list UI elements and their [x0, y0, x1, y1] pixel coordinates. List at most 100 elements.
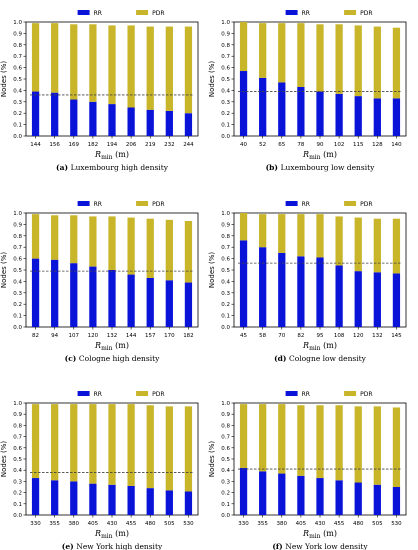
bar-pdr	[239, 404, 248, 468]
bar-rr	[89, 101, 97, 136]
y-tick-label: 0.0	[221, 134, 230, 140]
bar-pdr	[297, 23, 305, 87]
bar-rr	[31, 478, 40, 515]
bar-rr	[146, 109, 154, 136]
x-tick-label: 120	[353, 333, 364, 339]
x-tick-label: 455	[126, 521, 137, 527]
bar-rr	[127, 107, 135, 136]
bar-rr	[51, 480, 59, 515]
x-tick-label: 58	[259, 333, 266, 339]
bar-pdr	[354, 217, 362, 272]
bar-pdr	[259, 214, 267, 248]
y-tick-label: 0.7	[13, 54, 22, 60]
bar-pdr	[108, 404, 116, 485]
panel-caption: (a) Luxembourg high density	[56, 163, 169, 172]
bar-rr	[146, 488, 154, 515]
bar-pdr	[316, 24, 324, 92]
bar-rr	[127, 485, 135, 515]
y-tick-label: 0.4	[13, 468, 22, 474]
y-tick-label: 0.0	[221, 513, 230, 519]
x-tick-label: 82	[297, 333, 304, 339]
bar-rr	[108, 484, 116, 515]
bar-pdr	[108, 216, 116, 270]
y-tick-label: 0.4	[221, 88, 230, 94]
bar-rr	[297, 86, 305, 136]
y-axis-label: Nodes (%)	[0, 252, 8, 289]
bar-pdr	[70, 215, 78, 264]
bar-pdr	[392, 218, 401, 274]
y-tick-label: 0.9	[221, 31, 230, 37]
bar-pdr	[51, 404, 59, 481]
bar-rr	[278, 473, 286, 515]
x-tick-label: 78	[297, 142, 304, 148]
bar-pdr	[146, 405, 154, 489]
x-tick-label: 505	[164, 521, 175, 527]
bar-pdr	[373, 26, 381, 99]
legend-swatch-rr	[285, 391, 298, 396]
legend-label-rr: RR	[302, 391, 310, 398]
bar-rr	[89, 483, 97, 515]
x-tick-label: 380	[277, 521, 288, 527]
bar-rr	[259, 247, 267, 327]
bar-rr	[373, 272, 381, 327]
bar-pdr	[108, 25, 116, 105]
bar-pdr	[239, 213, 248, 241]
bar-pdr	[89, 24, 97, 102]
y-tick-label: 0.6	[221, 446, 230, 452]
bar-pdr	[51, 23, 59, 93]
legend-swatch-rr	[77, 201, 90, 206]
x-tick-label: 70	[278, 333, 285, 339]
y-tick-label: 0.5	[221, 457, 230, 463]
bar-pdr	[127, 25, 135, 108]
chart-panel-3: 0.0 0.1 0.2 0.3 0.4 0.5 0.6 0.7 0.8 0.9 1.0 Nodes (…	[0, 201, 199, 363]
y-tick-label: 0.8	[221, 234, 230, 240]
bar-pdr	[165, 26, 173, 111]
x-tick-label: 157	[145, 333, 156, 339]
bar-rr	[184, 113, 193, 136]
bar-rr	[184, 491, 193, 515]
chart-panel-4: 0.0 0.1 0.2 0.3 0.4 0.5 0.6 0.7 0.8 0.9 1.0 Nodes (…	[208, 201, 407, 363]
y-tick-label: 0.8	[221, 423, 230, 429]
bar-pdr	[392, 407, 401, 487]
y-tick-label: 0.7	[13, 245, 22, 251]
legend-swatch-rr	[285, 10, 298, 15]
bar-rr	[51, 92, 59, 136]
x-tick-label: 108	[334, 333, 345, 339]
bar-pdr	[51, 215, 59, 260]
bar-pdr	[278, 214, 286, 253]
bar-rr	[108, 270, 116, 327]
legend-label-rr: RR	[302, 201, 310, 208]
x-tick-label: 132	[372, 333, 383, 339]
bar-rr	[31, 91, 40, 136]
y-tick-label: 0.5	[221, 77, 230, 83]
bar-pdr	[31, 214, 40, 259]
bar-pdr	[146, 26, 154, 110]
y-tick-label: 0.0	[221, 325, 230, 331]
bar-pdr	[70, 404, 78, 482]
x-tick-label: 65	[278, 142, 285, 148]
y-tick-label: 0.2	[221, 302, 230, 308]
bar-rr	[70, 481, 78, 515]
x-tick-label: 380	[69, 521, 80, 527]
bar-rr	[89, 266, 97, 327]
bar-rr	[354, 271, 362, 327]
bar-rr	[70, 99, 78, 136]
y-tick-label: 0.7	[221, 245, 230, 251]
x-axis-label: Rmin (m)	[94, 150, 129, 161]
y-tick-label: 1.0	[13, 211, 22, 217]
bar-pdr	[335, 216, 343, 266]
bar-pdr	[184, 26, 193, 114]
bar-pdr	[146, 218, 154, 278]
bar-rr	[259, 77, 267, 136]
y-tick-label: 0.4	[221, 468, 230, 474]
y-tick-label: 0.9	[221, 222, 230, 228]
bar-rr	[316, 257, 324, 327]
panel-caption: (b) Luxembourg low density	[266, 163, 376, 172]
y-axis-label: Nodes (%)	[0, 441, 8, 478]
y-tick-label: 0.9	[13, 412, 22, 418]
y-tick-label: 1.0	[13, 20, 22, 26]
bar-pdr	[259, 404, 267, 472]
y-tick-label: 0.9	[13, 31, 22, 37]
y-tick-label: 0.1	[221, 123, 230, 129]
